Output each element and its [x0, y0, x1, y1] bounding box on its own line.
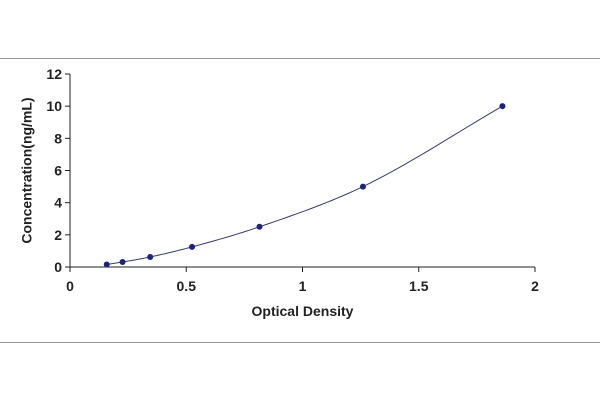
- x-tick-label: 0.5: [177, 278, 197, 294]
- y-axis-ticks: 0 2 4 6 8 10 12: [46, 66, 70, 275]
- data-point: [147, 253, 154, 260]
- data-point: [103, 261, 110, 268]
- y-tick-label: 10: [46, 98, 62, 114]
- data-point: [256, 223, 263, 230]
- x-axis-title: Optical Density: [252, 303, 354, 319]
- fit-curve: [106, 105, 503, 265]
- y-tick-label: 0: [54, 259, 62, 275]
- y-tick-label: 12: [46, 66, 62, 82]
- x-tick-label: 2: [531, 278, 539, 294]
- y-tick-label: 4: [54, 195, 62, 211]
- data-points: [103, 103, 506, 268]
- y-tick-label: 8: [54, 130, 62, 146]
- x-tick-label: 1.5: [409, 278, 429, 294]
- y-tick-label: 6: [54, 163, 62, 179]
- x-tick-label: 1: [299, 278, 307, 294]
- x-axis-ticks: 0 0.5 1 1.5 2: [66, 267, 539, 294]
- y-axis-title: Concentration(ng/mL): [19, 97, 35, 243]
- data-point: [359, 183, 366, 190]
- data-point: [189, 243, 196, 250]
- x-tick-label: 0: [66, 278, 74, 294]
- data-point: [119, 258, 126, 265]
- data-point: [499, 103, 506, 110]
- y-tick-label: 2: [54, 227, 62, 243]
